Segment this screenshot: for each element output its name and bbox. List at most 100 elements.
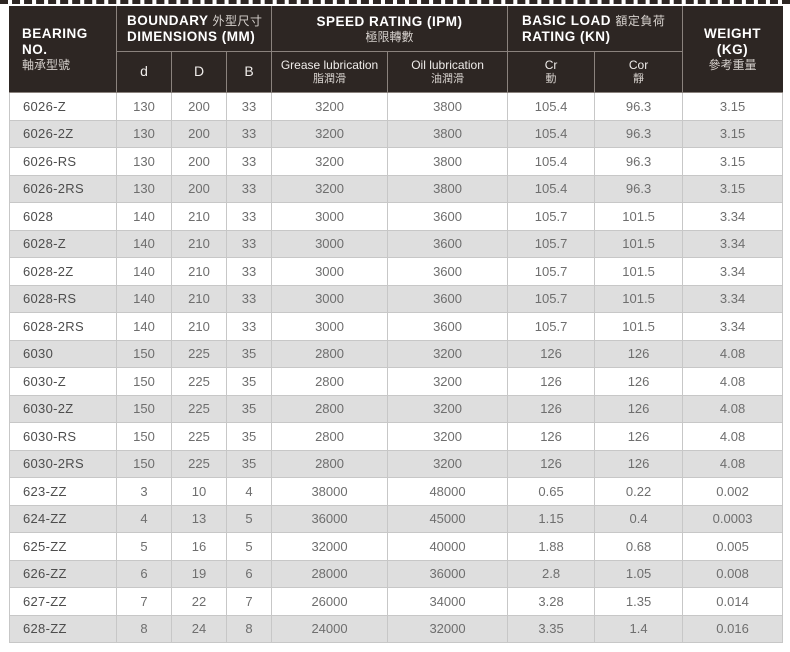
cell-oil: 34000 [387,587,509,616]
cell-cr: 105.4 [507,147,596,176]
cell-cor: 1.05 [594,559,684,588]
header-bearing-en1: BEARING [22,26,88,41]
cell-bearing_no: 6026-2Z [9,119,117,148]
header-speed-rating: SPEED RATING (IPM) 極限轉數 [271,6,509,52]
header-boundary-line2: DIMENSIONS (MM) [127,29,256,44]
header-bearing-no: BEARING NO. 軸承型號 [9,6,117,93]
cell-D: 10 [171,477,227,506]
table-body: 6026-Z 130 200 33 3200 3800 105.4 96.3 3.15 6026-… [9,92,784,643]
header-col-d: d [116,51,172,93]
cell-d: 5 [116,532,172,561]
cell-cor: 126 [594,394,684,423]
cell-B: 33 [225,257,273,286]
cell-D: 210 [171,202,227,231]
table-row: 6028-2RS 140 210 33 3000 3600 105.7 101.5 3.34 [9,312,784,341]
cell-cr: 105.4 [507,92,596,121]
cell-B: 35 [225,422,273,451]
cell-bearing_no: 6028-2Z [9,257,117,286]
table-row: 626-ZZ 6 19 6 28000 36000 2.8 1.05 0.008 [9,559,784,588]
table-row: 6028-RS 140 210 33 3000 3600 105.7 101.5 3.34 [9,284,784,313]
header-boundary-zh: 外型尺寸 [212,14,263,28]
cell-grease: 2800 [271,422,389,451]
cell-D: 19 [171,559,227,588]
cell-bearing_no: 625-ZZ [9,532,117,561]
cell-grease: 38000 [271,477,389,506]
cell-weight: 3.34 [682,284,784,313]
cell-B: 7 [225,587,273,616]
header-sub-row: d D B Grease lubrication 脂潤滑 Oil lubrica… [10,51,783,93]
cell-cor: 0.22 [594,477,684,506]
cell-B: 6 [225,559,273,588]
cell-cr: 126 [507,367,596,396]
table-row: 6028-Z 140 210 33 3000 3600 105.7 101.5 3.34 [9,229,784,258]
cell-grease: 2800 [271,449,389,478]
cell-D: 22 [171,587,227,616]
cell-weight: 0.005 [682,532,784,561]
cell-B: 33 [225,92,273,121]
table-row: 6026-Z 130 200 33 3200 3800 105.4 96.3 3.15 [9,92,784,121]
header-bearing-zh: 軸承型號 [22,58,71,72]
cell-bearing_no: 6028-Z [9,229,117,258]
cell-d: 8 [116,614,172,643]
cell-D: 210 [171,229,227,258]
cell-bearing_no: 6030-2Z [9,394,117,423]
cell-oil: 3200 [387,422,509,451]
cell-cr: 105.4 [507,174,596,203]
cell-D: 225 [171,422,227,451]
cell-d: 130 [116,147,172,176]
cell-oil: 3600 [387,257,509,286]
cell-cr: 1.88 [507,532,596,561]
cell-B: 33 [225,312,273,341]
cell-B: 33 [225,284,273,313]
cell-d: 130 [116,92,172,121]
top-dashed-divider [0,0,790,4]
cell-grease: 26000 [271,587,389,616]
header-weight: WEIGHT (KG) 參考重量 [682,6,784,93]
cell-grease: 2800 [271,367,389,396]
cell-bearing_no: 6026-RS [9,147,117,176]
cell-cr: 105.4 [507,119,596,148]
cell-weight: 3.34 [682,202,784,231]
cell-B: 33 [225,147,273,176]
header-boundary-dimensions: BOUNDARY 外型尺寸 DIMENSIONS (MM) [115,6,273,52]
cell-bearing_no: 6026-2RS [9,174,117,203]
cell-B: 35 [225,394,273,423]
cell-weight: 4.08 [682,449,784,478]
cell-cr: 1.15 [507,504,596,533]
cell-cor: 126 [594,339,684,368]
cell-B: 33 [225,174,273,203]
cell-d: 140 [116,257,172,286]
cell-oil: 3200 [387,449,509,478]
cell-grease: 2800 [271,339,389,368]
table-row: 6030-2Z 150 225 35 2800 3200 126 126 4.08 [9,394,784,423]
cell-weight: 4.08 [682,339,784,368]
cell-cor: 0.4 [594,504,684,533]
table-wrapper: BEARING NO. 軸承型號 BOUNDARY 外型尺寸 DIMENSION… [0,4,790,643]
cell-B: 8 [225,614,273,643]
cell-oil: 3600 [387,202,509,231]
table-row: 6030-RS 150 225 35 2800 3200 126 126 4.08 [9,422,784,451]
header-col-cor: Cor 靜 [594,51,684,93]
cell-D: 225 [171,394,227,423]
cell-cr: 0.65 [507,477,596,506]
cell-d: 150 [116,339,172,368]
cell-grease: 3200 [271,147,389,176]
cell-D: 225 [171,367,227,396]
cell-cr: 3.35 [507,614,596,643]
cell-weight: 3.34 [682,312,784,341]
cell-d: 150 [116,367,172,396]
cell-cr: 105.7 [507,284,596,313]
cell-d: 140 [116,202,172,231]
cell-B: 33 [225,119,273,148]
header-col-B: B [225,51,273,93]
cell-grease: 3000 [271,312,389,341]
cell-d: 130 [116,174,172,203]
header-col-oil: Oil lubrication 油潤滑 [387,51,509,93]
cell-grease: 3000 [271,284,389,313]
cell-weight: 4.08 [682,367,784,396]
cell-cor: 126 [594,367,684,396]
table-row: 6030 150 225 35 2800 3200 126 126 4.08 [9,339,784,368]
cell-d: 150 [116,394,172,423]
table-row: 6028-2Z 140 210 33 3000 3600 105.7 101.5 3.34 [9,257,784,286]
cell-d: 140 [116,312,172,341]
